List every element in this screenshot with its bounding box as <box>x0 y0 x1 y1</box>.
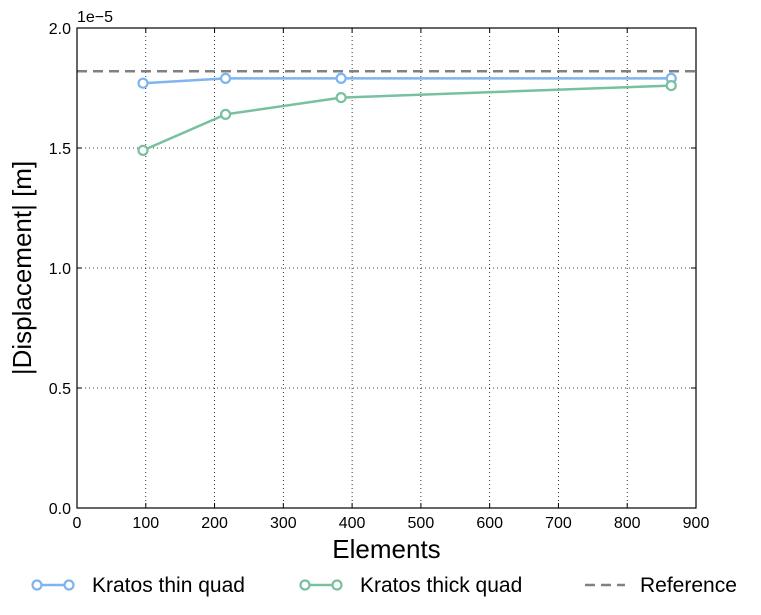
legend-label: Reference <box>640 574 737 597</box>
x-tick-label: 500 <box>408 515 435 532</box>
grid-lines <box>77 28 696 508</box>
x-tick-label: 600 <box>476 515 503 532</box>
y-tick-label: 1.5 <box>49 141 71 158</box>
data-point <box>137 144 149 156</box>
data-point <box>335 72 347 85</box>
legend: Kratos thin quad Kratos thick quad Referen… <box>31 574 737 597</box>
x-tick-label: 800 <box>614 515 641 532</box>
data-point <box>665 79 677 92</box>
data-point <box>219 72 232 85</box>
legend-entry: Kratos thick quad <box>299 574 522 597</box>
x-tick-label: 0 <box>73 515 82 532</box>
series-line-1 <box>142 77 672 85</box>
data-point <box>219 108 232 121</box>
x-tick-label: 900 <box>683 515 710 532</box>
x-tick-label: 300 <box>270 515 297 532</box>
x-tick-label: 400 <box>339 515 366 532</box>
y-scale-label: 1e−5 <box>77 9 113 26</box>
series-group <box>137 72 677 156</box>
series-line-2 <box>142 84 672 152</box>
x-axis-title: Elements <box>332 534 440 564</box>
y-tick-label: 1.0 <box>49 261 71 278</box>
legend-marker <box>299 579 311 591</box>
legend-label: Kratos thin quad <box>92 574 245 597</box>
y-tick-label: 0.0 <box>49 501 71 518</box>
legend-marker <box>331 579 343 591</box>
x-tick-label: 100 <box>132 515 159 532</box>
legend-marker <box>63 579 75 591</box>
legend-entry: Kratos thin quad <box>31 574 245 597</box>
x-tick-label: 700 <box>545 515 572 532</box>
legend-marker <box>31 579 43 591</box>
legend-entry: Reference <box>585 574 737 597</box>
y-axis-title: |Displacement| [m] <box>7 161 37 375</box>
data-point <box>137 77 149 89</box>
y-tick-label: 2.0 <box>49 21 71 38</box>
legend-label: Kratos thick quad <box>360 574 522 597</box>
axis-ticks: 0 100 200 300 400 500 600 700 800 900 0.0 0.5 1.0 1.5… <box>49 21 710 532</box>
data-point <box>335 91 347 104</box>
x-tick-label: 200 <box>201 515 228 532</box>
y-tick-label: 0.5 <box>49 381 71 398</box>
